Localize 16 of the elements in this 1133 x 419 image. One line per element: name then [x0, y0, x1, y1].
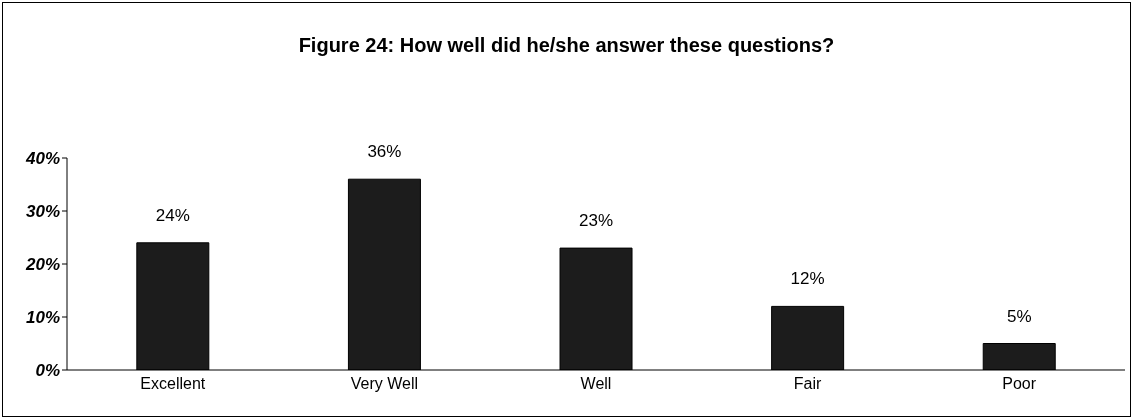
- data-label: 36%: [367, 142, 402, 162]
- data-label: 24%: [155, 205, 190, 225]
- data-label: 23%: [579, 211, 614, 231]
- data-label: 12%: [790, 269, 825, 289]
- y-tick-label: 0%: [35, 361, 60, 381]
- y-tick-label: 10%: [25, 308, 60, 328]
- y-tick-label: 40%: [24, 149, 60, 169]
- y-tick-label: 30%: [25, 202, 60, 222]
- y-tick-label: 20%: [24, 255, 60, 275]
- x-tick-label: Excellent: [140, 375, 206, 393]
- x-tick-label: Fair: [793, 375, 823, 393]
- x-tick-label: Well: [580, 375, 612, 393]
- data-label: 5%: [1006, 306, 1032, 326]
- x-tick-label: Very Well: [350, 375, 419, 393]
- x-tick-label: Poor: [1002, 375, 1037, 393]
- chart-title: Figure 24: How well did he/she answer these questions?: [297, 34, 836, 57]
